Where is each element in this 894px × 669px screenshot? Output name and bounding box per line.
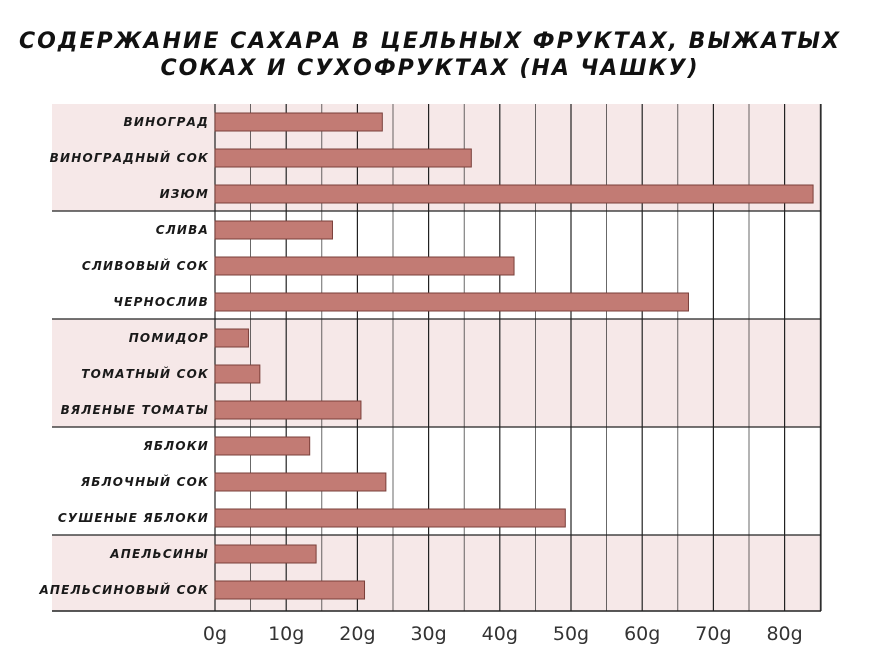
x-tick-label: 20g xyxy=(339,623,375,645)
x-tick-label: 0g xyxy=(203,623,227,645)
category-label: ЯБЛОЧНЫЙ СОК xyxy=(80,474,209,489)
category-label: ТОМАТНЫЙ СОК xyxy=(81,366,209,381)
bar xyxy=(214,184,814,204)
bar xyxy=(214,508,566,528)
category-label: СУШЕНЫЕ ЯБЛОКИ xyxy=(58,511,209,525)
category-label: ВИНОГРАД xyxy=(124,115,209,129)
chart-title-line-1: СОДЕРЖАНИЕ САХАРА В ЦЕЛЬНЫХ ФРУКТАХ, ВЫЖ… xyxy=(19,29,841,54)
category-label: ПОМИДОР xyxy=(129,331,209,345)
bar xyxy=(214,544,317,564)
category-label: АПЕЛЬСИНОВЫЙ СОК xyxy=(38,582,209,597)
bar xyxy=(214,364,261,384)
bar xyxy=(214,328,249,348)
bar xyxy=(214,148,472,168)
chart-title: СОДЕРЖАНИЕ САХАРА В ЦЕЛЬНЫХ ФРУКТАХ, ВЫЖ… xyxy=(0,28,860,82)
x-tick-label: 70g xyxy=(695,623,731,645)
x-tick-label: 50g xyxy=(553,623,589,645)
bar xyxy=(214,292,689,312)
x-tick-label: 80g xyxy=(766,623,802,645)
bar xyxy=(214,472,387,492)
bar xyxy=(214,400,362,420)
category-label: СЛИВА xyxy=(156,223,209,237)
x-tick-label: 30g xyxy=(410,623,446,645)
category-label: ЯБЛОКИ xyxy=(142,439,209,453)
chart-title-line-2: СОКАХ И СУХОФРУКТАХ (НА ЧАШКУ) xyxy=(160,56,700,81)
x-tick-label: 10g xyxy=(268,623,304,645)
group-band xyxy=(52,535,821,611)
bar xyxy=(214,112,383,132)
category-label: ЧЕРНОСЛИВ xyxy=(113,295,209,309)
category-label: ВЯЛЕНЫЕ ТОМАТЫ xyxy=(61,403,209,417)
category-label: СЛИВОВЫЙ СОК xyxy=(82,258,209,273)
category-label: ИЗЮМ xyxy=(160,187,209,201)
bar xyxy=(214,580,366,600)
bar xyxy=(214,256,515,276)
x-tick-label: 40g xyxy=(482,623,518,645)
category-label: АПЕЛЬСИНЫ xyxy=(109,547,209,561)
x-tick-label: 60g xyxy=(624,623,660,645)
group-band xyxy=(52,319,821,427)
category-label: ВИНОГРАДНЫЙ СОК xyxy=(50,150,209,165)
bar xyxy=(214,436,311,456)
bar xyxy=(214,220,333,240)
